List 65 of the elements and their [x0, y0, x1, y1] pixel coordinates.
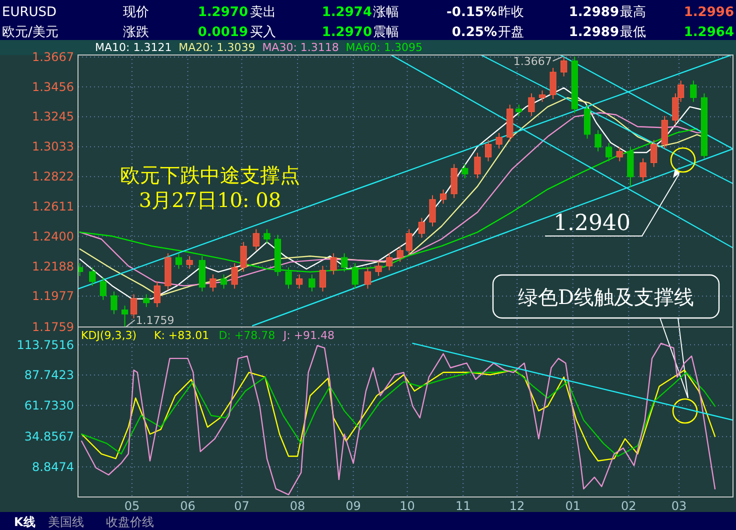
text: 1.2989: [568, 25, 619, 40]
text: 收盘价线: [106, 515, 154, 529]
y-tick-label: 1.3033: [32, 140, 74, 154]
annotation: 绿色D线触及支撑线: [518, 285, 694, 309]
x-tick-label: 08: [290, 499, 306, 513]
text: 美国线: [48, 515, 84, 529]
x-tick-label: 12: [509, 499, 525, 513]
x-tick-label: 07: [234, 499, 250, 513]
text: D: +78.78: [218, 329, 276, 342]
y-tick-label: 61.7330: [24, 398, 74, 412]
y-tick-label: 8.8474: [32, 460, 74, 474]
text: 昨收: [498, 5, 524, 20]
text: 买入: [250, 25, 276, 40]
text: MA10: 1.3121: [95, 41, 172, 54]
text: 1.2964: [684, 25, 734, 40]
text: K线: [14, 515, 36, 529]
text: 欧元/美元: [2, 24, 58, 40]
y-tick-label: 113.7516: [16, 338, 74, 352]
y-tick-label: 1.1759: [32, 320, 74, 334]
text: 1.2996: [684, 5, 734, 20]
x-tick-label: 02: [620, 499, 636, 513]
x-tick-label: 10: [400, 499, 415, 513]
annotation: 3月27日10: 08: [138, 188, 282, 212]
text: 0.25%: [452, 25, 497, 40]
text: 现价: [123, 5, 149, 20]
y-tick-label: 1.3245: [32, 110, 74, 124]
y-tick-label: 34.8567: [24, 430, 74, 444]
series-label: J: +91.48: [282, 329, 335, 342]
y-tick-label: 1.2188: [32, 259, 74, 274]
y-tick-label: 87.7423: [24, 368, 74, 382]
text: 1.2974: [322, 5, 372, 20]
x-tick-label: 03: [671, 499, 687, 513]
annotation: 1.1759: [136, 314, 174, 327]
text: 涨幅: [373, 5, 399, 20]
y-tick-label: 1.2400: [32, 229, 74, 244]
y-tick-label: 1.1977: [32, 289, 74, 304]
text: 1.2970: [198, 5, 248, 20]
y-tick-label: 1.2822: [32, 170, 74, 184]
text: 震幅: [373, 25, 399, 40]
text: -0.15%: [446, 5, 497, 20]
text: MA60: 1.3095: [346, 41, 423, 54]
x-tick-label: 11: [455, 499, 471, 513]
y-tick-label: 1.2611: [32, 199, 74, 214]
text: 最低: [620, 25, 646, 40]
x-tick-label: 06: [180, 499, 196, 513]
text: EURUSD: [2, 5, 57, 20]
x-tick-label: 09: [346, 499, 361, 513]
chart-title: KDJ(9,3,3): [81, 329, 136, 342]
text: 卖出: [250, 5, 276, 20]
text: MA30: 1.3118: [262, 41, 339, 54]
text: 涨跌: [123, 25, 149, 40]
text: 1.2970: [322, 25, 372, 40]
y-tick-label: 1.3456: [32, 80, 74, 94]
annotation: 1.2940: [554, 211, 630, 236]
text: MA20: 1.3039: [178, 41, 256, 54]
text: K: +83.01: [154, 329, 210, 342]
text: 最高: [620, 4, 646, 20]
annotation: 欧元下跌中途支撑点: [120, 163, 300, 187]
x-tick-label: 05: [124, 499, 140, 513]
x-tick-label: 01: [565, 499, 580, 513]
y-tick-label: 1.3667: [32, 50, 74, 64]
text: 0.0019: [198, 25, 248, 40]
text: 开盘: [498, 25, 524, 40]
text: 1.2989: [568, 5, 619, 20]
annotation: 1.3667: [513, 54, 552, 68]
